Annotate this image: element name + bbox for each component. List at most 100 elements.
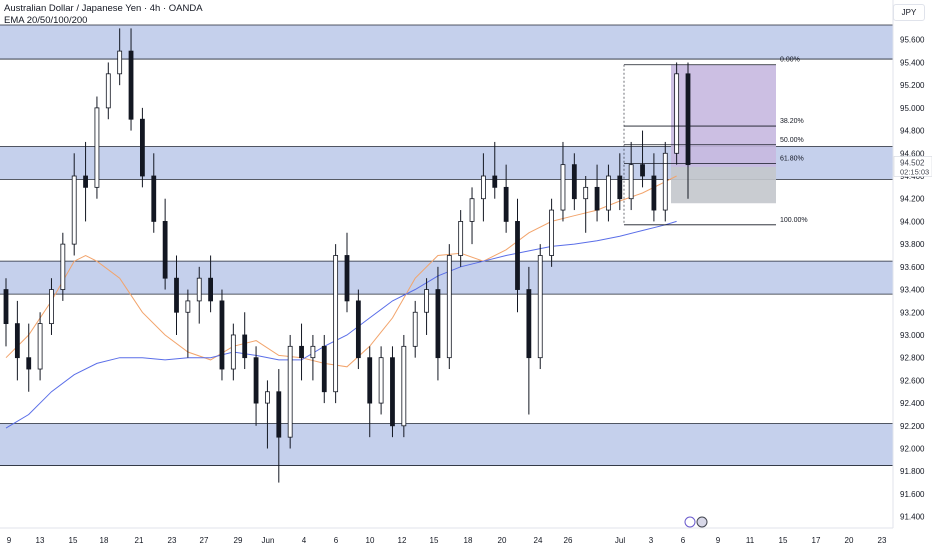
time-tick-label: 4: [302, 536, 307, 545]
candle: [458, 210, 464, 267]
candle: [321, 334, 327, 404]
candle: [583, 176, 589, 233]
candle: [128, 28, 134, 131]
time-tick-label: 20: [845, 536, 854, 545]
candle-body: [185, 300, 191, 313]
candle: [333, 244, 339, 404]
fib-label-1: 38.20%: [780, 118, 804, 125]
candle-body: [469, 198, 475, 222]
candle: [83, 141, 88, 222]
candle-body: [196, 277, 202, 302]
candle-body: [583, 186, 589, 200]
candle: [117, 28, 123, 86]
candle: [174, 255, 179, 335]
candle: [60, 232, 66, 301]
fib-label-4: 100.00%: [780, 217, 808, 224]
candle-body: [253, 357, 259, 404]
price-tick-label: 95.000: [900, 104, 925, 113]
time-tick-label: 18: [100, 536, 109, 545]
time-tick-label: Jun: [262, 536, 275, 545]
candle-body: [117, 50, 123, 75]
candle: [71, 153, 77, 256]
candle-body: [276, 391, 282, 438]
time-tick-label: 10: [366, 536, 375, 545]
candle-body: [242, 334, 248, 359]
price-tick-label: 91.600: [900, 490, 925, 499]
candle: [287, 334, 293, 449]
time-tick-label: 3: [649, 536, 654, 545]
candle: [640, 130, 645, 188]
candle: [49, 278, 54, 335]
candle: [37, 312, 43, 381]
candle-body: [219, 300, 225, 370]
candle: [105, 62, 111, 120]
price-tick-label: 94.600: [900, 149, 925, 158]
candle-body: [230, 334, 236, 370]
price-tick-label: 93.400: [900, 286, 925, 295]
candle-body: [139, 118, 145, 177]
candle-body: [14, 323, 20, 359]
candle-body: [674, 73, 680, 154]
candle: [628, 141, 634, 211]
candle: [3, 278, 9, 347]
candle-body: [37, 323, 43, 370]
price-tick-label: 92.800: [900, 354, 925, 363]
candle: [571, 153, 577, 211]
candle-body: [628, 164, 634, 200]
candle-body: [355, 300, 361, 359]
candle: [367, 346, 373, 438]
candle: [606, 164, 611, 222]
candle-body: [390, 357, 395, 427]
candle-body: [299, 345, 304, 359]
candle: [185, 289, 191, 358]
price-tick-label: 95.200: [900, 81, 925, 90]
time-tick-label: 20: [498, 536, 507, 545]
candle-body: [3, 289, 9, 325]
candle: [685, 62, 691, 199]
candle-body: [515, 221, 520, 290]
event-icon[interactable]: [696, 516, 708, 528]
price-tick-label: 92.200: [900, 422, 925, 431]
candle-body: [60, 243, 66, 290]
candle: [446, 244, 452, 370]
candle-body: [265, 391, 270, 404]
time-axis-bg[interactable]: [0, 528, 893, 550]
fib-label-2: 50.00%: [780, 137, 804, 144]
candle-body: [662, 152, 668, 211]
lightning-icon[interactable]: [684, 516, 696, 528]
candle: [355, 289, 361, 370]
candle-body: [401, 345, 407, 427]
candle: [469, 187, 475, 245]
candle: [537, 244, 543, 370]
time-tick-label: 11: [746, 536, 755, 545]
candle-body: [424, 289, 429, 313]
candle: [14, 300, 20, 381]
stop-zone[interactable]: [671, 166, 776, 204]
currency-button[interactable]: JPY: [893, 4, 925, 21]
candle-body: [321, 345, 327, 393]
fib-label-0: 0.00%: [780, 57, 800, 64]
price-tick-label: 94.200: [900, 195, 925, 204]
candle: [26, 323, 32, 392]
candle: [674, 62, 680, 165]
time-tick-label: 17: [812, 536, 821, 545]
candle: [560, 141, 566, 222]
time-tick-label: 21: [135, 536, 144, 545]
price-axis-bg[interactable]: [893, 0, 932, 550]
price-tick-label: 93.600: [900, 263, 925, 272]
candle: [617, 153, 623, 211]
candle: [480, 153, 486, 222]
candle: [139, 107, 145, 188]
candle-body: [480, 175, 486, 200]
countdown-label: 02:15:03: [900, 167, 929, 176]
last-price-tag: [893, 156, 932, 177]
candle-body: [174, 277, 179, 313]
candle: [310, 334, 316, 381]
candle: [196, 266, 202, 324]
candle: [503, 164, 509, 233]
indicator-legend[interactable]: EMA 20/50/100/200: [4, 15, 88, 26]
time-tick-label: 27: [200, 536, 209, 545]
